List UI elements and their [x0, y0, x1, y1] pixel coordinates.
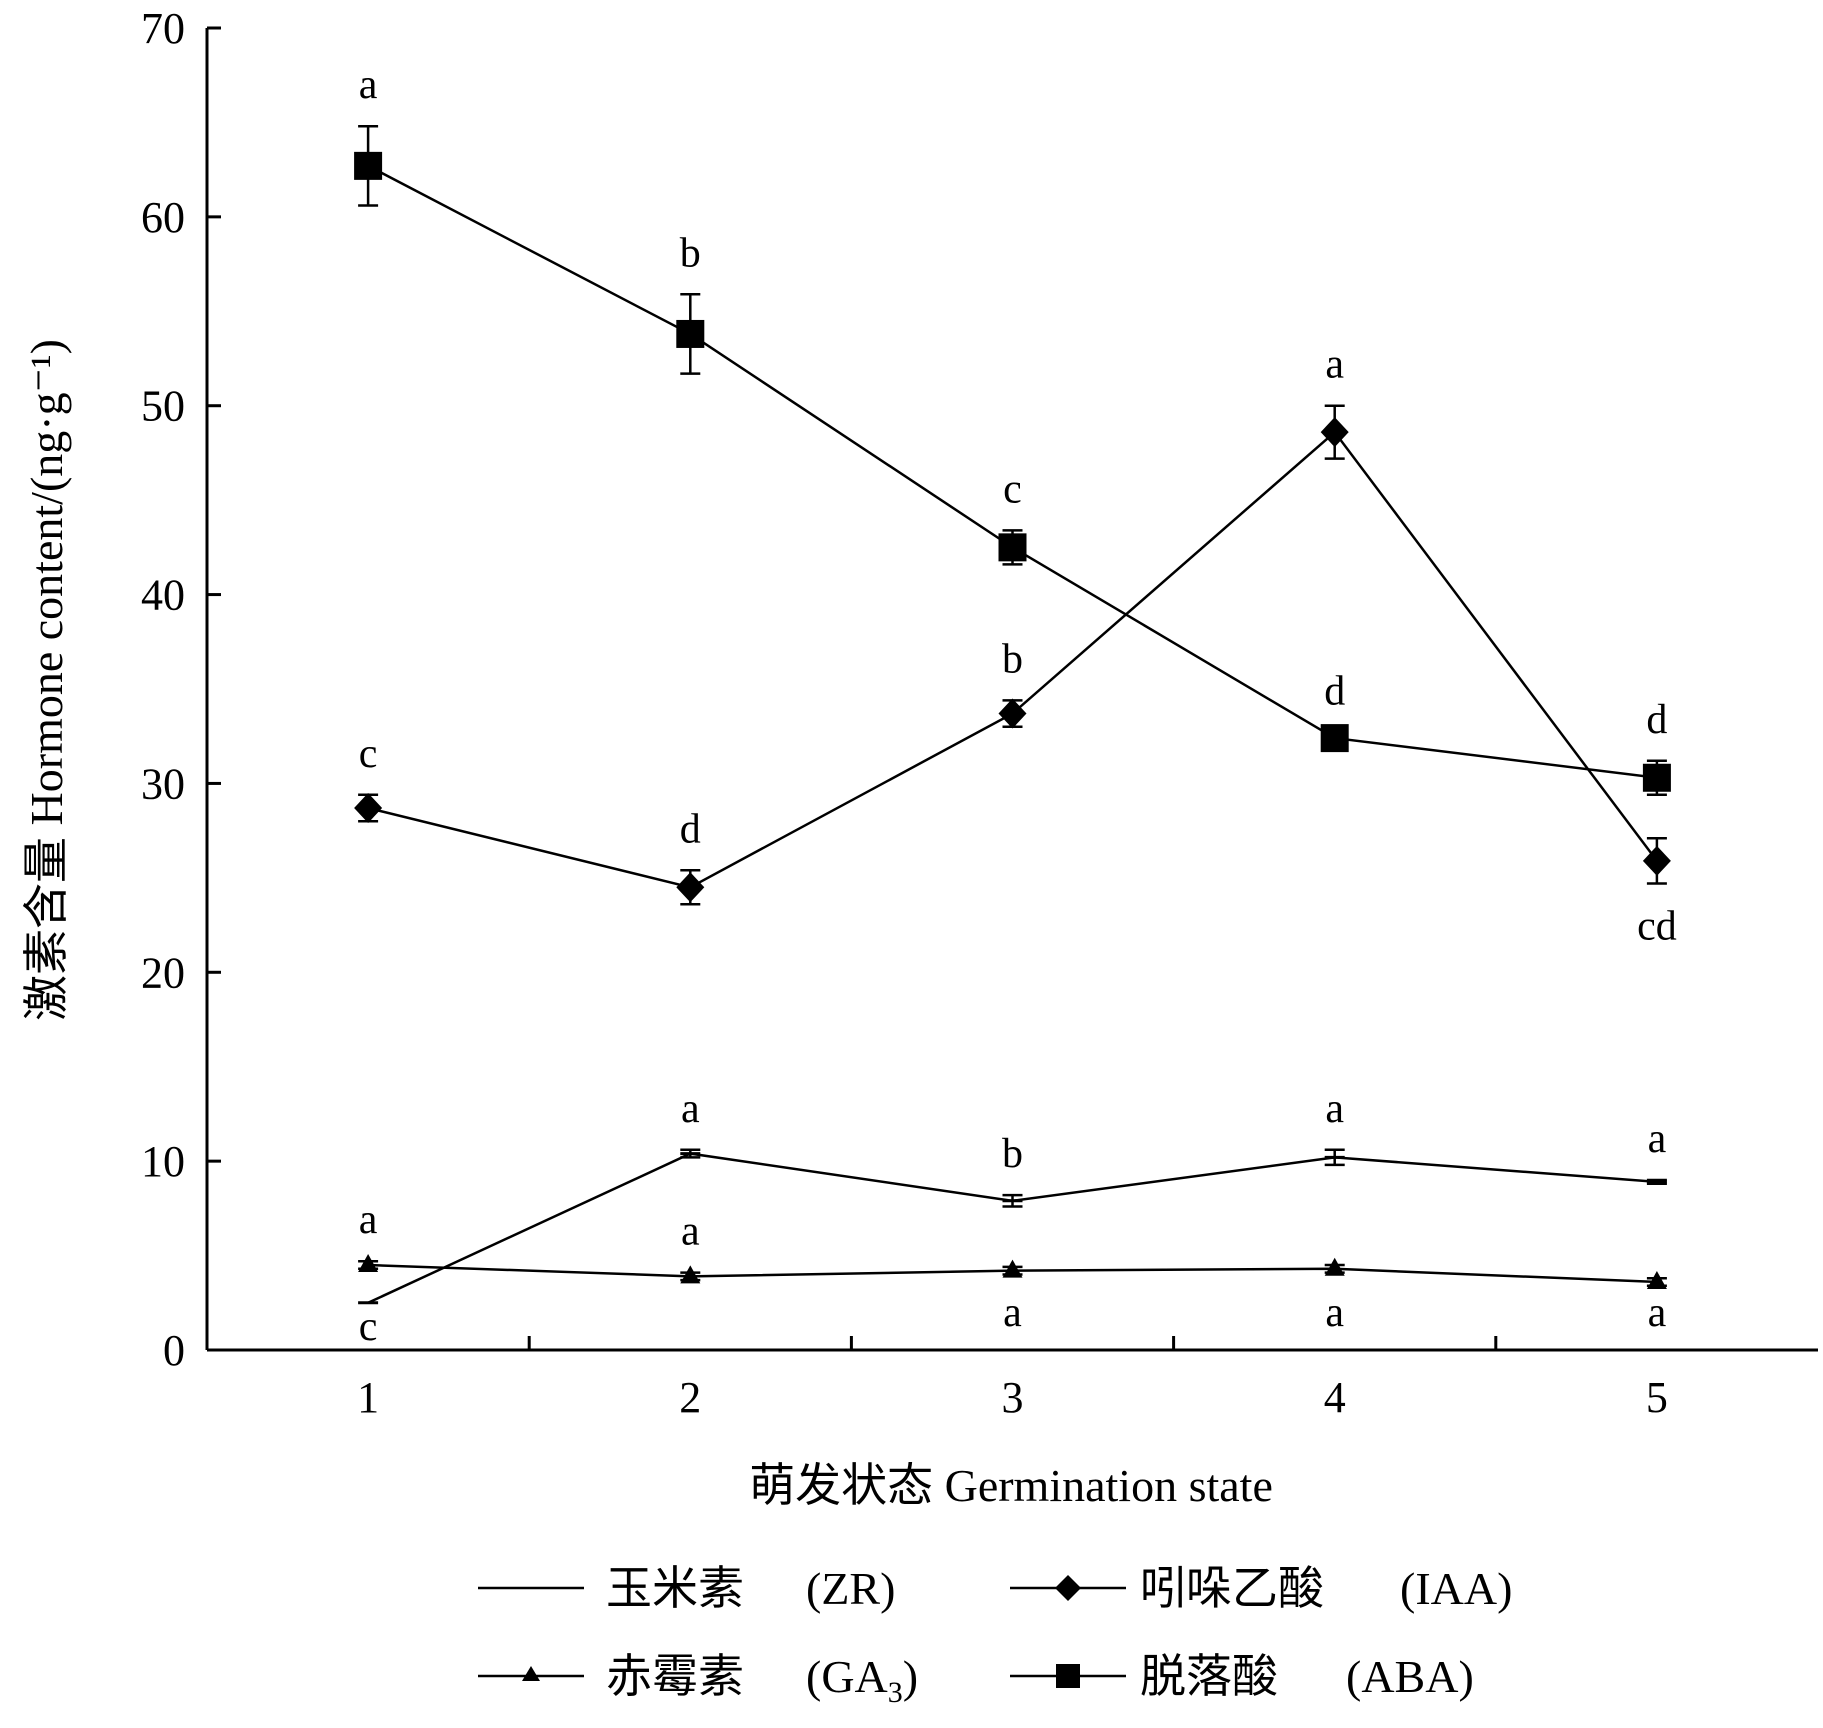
point-triangle-1-1: [680, 1265, 701, 1284]
y-tick-label-40: 40: [141, 571, 185, 620]
point-triangle-1-4: [1646, 1271, 1667, 1290]
y-tick-label-10: 10: [141, 1137, 185, 1186]
point-diamond-2-2: [998, 698, 1027, 729]
series-0: c a b a a: [358, 1086, 1667, 1350]
sig-label-0-2: b: [1002, 1131, 1023, 1177]
x-tick-label-4: 4: [1324, 1373, 1346, 1422]
point-triangle-1-2: [1002, 1259, 1023, 1278]
legend-item-iaa: 吲哚乙酸 (IAA): [1010, 1563, 1512, 1614]
sig-label-2-0: c: [359, 731, 378, 777]
sig-label-2-3: a: [1325, 342, 1344, 388]
point-square-3-0: [354, 151, 383, 180]
sig-label-0-4: a: [1648, 1116, 1667, 1162]
sig-label-0-3: a: [1325, 1086, 1344, 1132]
sig-label-2-4: cd: [1637, 904, 1677, 950]
point-diamond-2-4: [1642, 845, 1671, 876]
sig-label-3-4: d: [1646, 697, 1667, 743]
point-triangle-1-0: [358, 1254, 379, 1273]
series-1: a a a a a: [358, 1197, 1667, 1336]
legend-zr-en: (ZR): [806, 1563, 895, 1614]
point-diamond-2-3: [1320, 417, 1349, 448]
legend-ga3-cn: 赤霉素: [606, 1651, 744, 1702]
sig-label-1-4: a: [1648, 1290, 1667, 1336]
y-axis-title: 激素含量 Hormone content/(ng·g⁻¹): [21, 339, 72, 1021]
sig-label-1-0: a: [359, 1197, 378, 1243]
sig-label-2-1: d: [680, 806, 701, 852]
legend-square-icon: [1056, 1664, 1080, 1688]
point-triangle-1-3: [1324, 1257, 1345, 1276]
x-tick-label-3: 3: [1002, 1373, 1024, 1422]
x-tick-label-2: 2: [679, 1373, 701, 1422]
point-square-3-2: [998, 533, 1027, 562]
axes: 0 10 20 30 40 50 60 70 1 2 3 4 5: [141, 4, 1818, 1422]
sig-label-3-2: c: [1003, 466, 1022, 512]
legend-triangle-icon: [522, 1666, 540, 1681]
point-square-3-1: [676, 319, 705, 348]
legend-item-zr: 玉米素 (ZR): [478, 1563, 895, 1614]
y-tick-label-20: 20: [141, 948, 185, 997]
y-tick-label-60: 60: [141, 193, 185, 242]
sig-label-0-0: c: [359, 1304, 378, 1350]
x-tick-label-5: 5: [1646, 1373, 1668, 1422]
legend-iaa-cn: 吲哚乙酸: [1140, 1563, 1324, 1614]
legend-iaa-en: (IAA): [1400, 1563, 1512, 1614]
sig-label-3-3: d: [1324, 668, 1345, 714]
legend: 玉米素 (ZR) 吲哚乙酸 (IAA) 赤霉素 (GA3) 脱落酸 (ABA): [478, 1563, 1512, 1709]
y-tick-label-30: 30: [141, 759, 185, 808]
legend-item-aba: 脱落酸 (ABA): [1010, 1651, 1474, 1702]
legend-aba-cn: 脱落酸: [1140, 1651, 1278, 1702]
point-diamond-2-1: [676, 872, 705, 903]
sig-label-2-2: b: [1002, 636, 1023, 682]
sig-label-3-1: b: [680, 230, 701, 276]
sig-label-0-1: a: [681, 1086, 700, 1132]
legend-diamond-icon: [1055, 1575, 1081, 1601]
sig-label-1-1: a: [681, 1209, 700, 1255]
point-diamond-2-0: [354, 792, 383, 823]
y-tick-label-0: 0: [163, 1326, 185, 1375]
legend-item-ga3: 赤霉素 (GA3): [478, 1651, 918, 1709]
y-tick-label-70: 70: [141, 4, 185, 53]
sig-label-1-2: a: [1003, 1290, 1022, 1336]
legend-zr-cn: 玉米素: [606, 1563, 744, 1614]
legend-ga3-en-post: ): [903, 1651, 918, 1702]
legend-ga3-en-sub: 3: [888, 1676, 903, 1709]
legend-ga3-en-pre: (GA: [806, 1651, 888, 1702]
sig-label-3-0: a: [359, 62, 378, 108]
point-square-3-3: [1320, 724, 1349, 753]
legend-aba-en: (ABA): [1346, 1651, 1474, 1702]
x-tick-label-1: 1: [357, 1373, 379, 1422]
legend-ga3-en: (GA3): [806, 1651, 918, 1709]
y-tick-label-50: 50: [141, 382, 185, 431]
point-square-3-4: [1642, 763, 1671, 792]
series-3: a b c d d: [354, 62, 1671, 797]
sig-label-1-3: a: [1325, 1290, 1344, 1336]
x-axis-title: 萌发状态 Germination state: [749, 1460, 1273, 1511]
